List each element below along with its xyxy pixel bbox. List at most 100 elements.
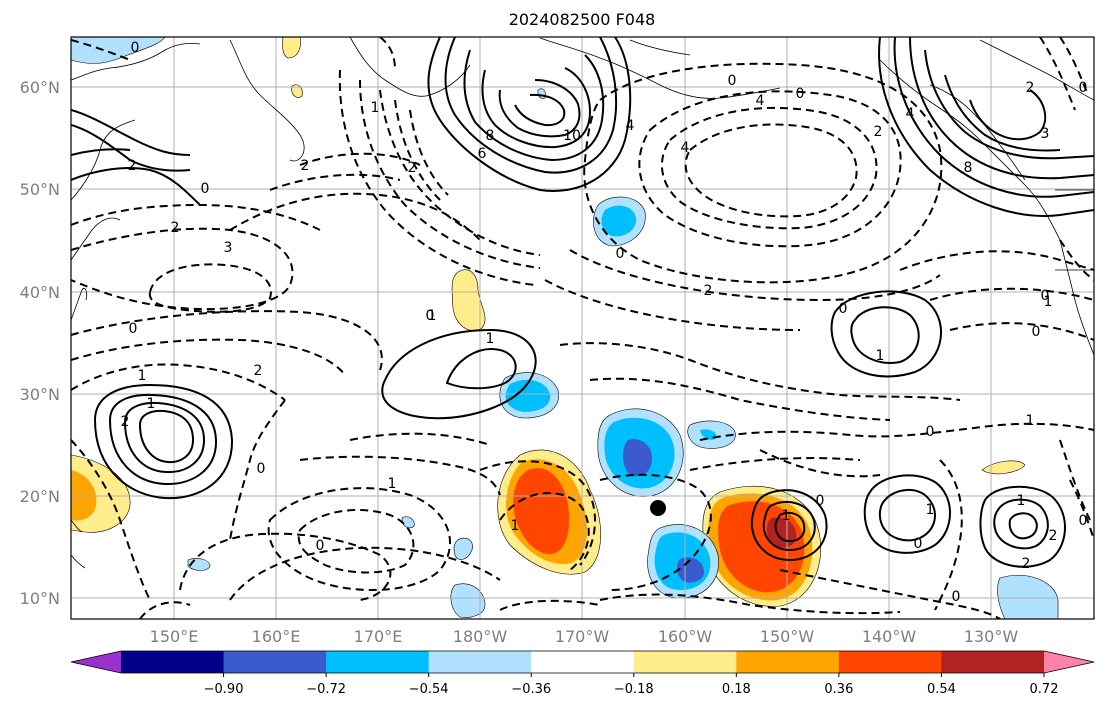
colorbar-segment bbox=[941, 651, 1045, 673]
colorbar-tick-label: −0.18 bbox=[614, 682, 654, 697]
contour-label: 0 bbox=[1041, 288, 1050, 304]
colorbar-tick-label: 0.36 bbox=[824, 682, 853, 697]
colorbar-segment bbox=[223, 651, 327, 673]
contour-label: 8 bbox=[486, 128, 495, 144]
contour-label: 0 bbox=[316, 538, 325, 554]
lat-label: 50°N bbox=[20, 180, 60, 199]
contour-label: 2 bbox=[301, 158, 310, 174]
contour-label: 2 bbox=[1049, 528, 1058, 544]
contour-label: 0 bbox=[616, 246, 625, 262]
gridlines bbox=[71, 37, 1094, 619]
colorbar-tick-label: 0.72 bbox=[1030, 682, 1059, 697]
contour-label: 4 bbox=[906, 106, 915, 122]
contour-label: 1 bbox=[511, 518, 520, 534]
colorbar-tick-label: −0.72 bbox=[306, 682, 346, 697]
contour-label: 1 bbox=[1017, 493, 1026, 509]
lat-label: 30°N bbox=[20, 385, 60, 404]
contour-label: 1 bbox=[1044, 294, 1053, 310]
map-frame bbox=[70, 36, 1095, 620]
colorbar-tick-label: 0.54 bbox=[927, 682, 956, 697]
contour-label: 2 bbox=[254, 363, 263, 379]
contour-label: 1 bbox=[782, 508, 791, 524]
contour-label: 2 bbox=[128, 158, 137, 174]
contour-label: 2 bbox=[171, 220, 180, 236]
contour-label: 0 bbox=[257, 461, 266, 477]
storm-position-marker bbox=[650, 500, 666, 516]
contour-label: 0 bbox=[131, 40, 140, 56]
lat-axis: 60°N 50°N 40°N 30°N 20°N 10°N bbox=[20, 78, 60, 608]
contour-label: 4 bbox=[681, 140, 690, 156]
contour-label: 4 bbox=[756, 93, 765, 109]
shaded-anomalies bbox=[71, 37, 1059, 619]
contour-label: 4 bbox=[626, 118, 635, 134]
contour-label: 1 bbox=[371, 100, 380, 116]
contour-label: 2 bbox=[874, 124, 883, 140]
lon-label: 170°W bbox=[555, 627, 610, 646]
contour-label: 1 bbox=[147, 396, 156, 412]
contour-label: 1 bbox=[388, 476, 397, 492]
contour-label: 1 bbox=[486, 331, 495, 347]
contour-label: 10 bbox=[563, 128, 581, 144]
coastlines bbox=[71, 37, 1094, 569]
lon-label: 180°W bbox=[453, 627, 508, 646]
contour-label: 0 bbox=[1032, 324, 1041, 340]
contour-label: 1 bbox=[876, 348, 885, 364]
colorbar-tick-label: 0.18 bbox=[722, 682, 751, 697]
colorbar-extend-max bbox=[1044, 651, 1094, 673]
lat-label: 60°N bbox=[20, 78, 60, 97]
contour-label: 2 bbox=[121, 414, 130, 430]
lat-label: 20°N bbox=[20, 487, 60, 506]
contour-label: 0 bbox=[426, 308, 435, 324]
colorbar-segment bbox=[838, 651, 942, 673]
colorbar-segment bbox=[531, 651, 635, 673]
dashed-contours bbox=[71, 37, 1094, 619]
contour-label: 6 bbox=[478, 146, 487, 162]
colorbar: −0.90 −0.72 −0.54 −0.36 −0.18 0.18 0.36 0.54 0.7… bbox=[70, 650, 1095, 697]
lon-label: 160°E bbox=[252, 627, 301, 646]
contour-label: 1 bbox=[926, 502, 935, 518]
lat-label: 10°N bbox=[20, 589, 60, 608]
contour-label: 2 bbox=[1026, 80, 1035, 96]
colorbar-tick-label: −0.90 bbox=[204, 682, 244, 697]
colorbar-segment bbox=[121, 651, 225, 673]
contour-label: 3 bbox=[1041, 126, 1050, 142]
contour-closed-20n-150e bbox=[93, 383, 234, 500]
contour-label: 3 bbox=[224, 240, 233, 256]
contour-label: 0 bbox=[796, 86, 805, 102]
colorbar-extend-min bbox=[71, 651, 121, 673]
contour-label: 1 bbox=[1026, 413, 1035, 429]
height-contours bbox=[71, 37, 1094, 568]
contour-label: 0 bbox=[816, 493, 825, 509]
lon-label: 130°W bbox=[964, 627, 1019, 646]
colorbar-segment bbox=[428, 651, 532, 673]
lon-label: 170°E bbox=[354, 627, 403, 646]
contour-label: 0 bbox=[839, 301, 848, 317]
contour-label: 0 bbox=[201, 181, 210, 197]
contour-label: 2 bbox=[704, 283, 713, 299]
lon-label: 140°W bbox=[862, 627, 917, 646]
colorbar-segment bbox=[326, 651, 430, 673]
contour-label: 0 bbox=[952, 589, 961, 605]
map-title: 2024082500 F048 bbox=[509, 10, 656, 29]
colorbar-tick-label: −0.54 bbox=[409, 682, 449, 697]
contour-label: 0 bbox=[129, 321, 138, 337]
colorbar-outline bbox=[70, 650, 1095, 674]
lon-axis: 150°E 160°E 170°E 180°W 170°W 160°W 150°… bbox=[150, 627, 1019, 646]
colorbar-tick-label: −0.36 bbox=[511, 682, 551, 697]
contour-label: 1 bbox=[428, 308, 437, 324]
contour-label: 0 bbox=[1079, 80, 1088, 96]
contour-label: 0 bbox=[728, 73, 737, 89]
contour-label: 0 bbox=[926, 424, 935, 440]
lon-label: 150°W bbox=[760, 627, 815, 646]
contour-label: 0 bbox=[1079, 513, 1088, 529]
contour-label: 2 bbox=[1022, 556, 1031, 572]
map-plot-area: 0202321201861040404202483100101211200011… bbox=[70, 36, 1095, 620]
contour-labels: 0202321201861040404202483100101211200011… bbox=[121, 40, 1088, 605]
colorbar-segment bbox=[736, 651, 840, 673]
lon-label: 150°E bbox=[150, 627, 199, 646]
contour-label: 8 bbox=[964, 160, 973, 176]
contour-label: 2 bbox=[408, 160, 417, 176]
lon-label: 160°W bbox=[658, 627, 713, 646]
colorbar-segment bbox=[633, 651, 737, 673]
